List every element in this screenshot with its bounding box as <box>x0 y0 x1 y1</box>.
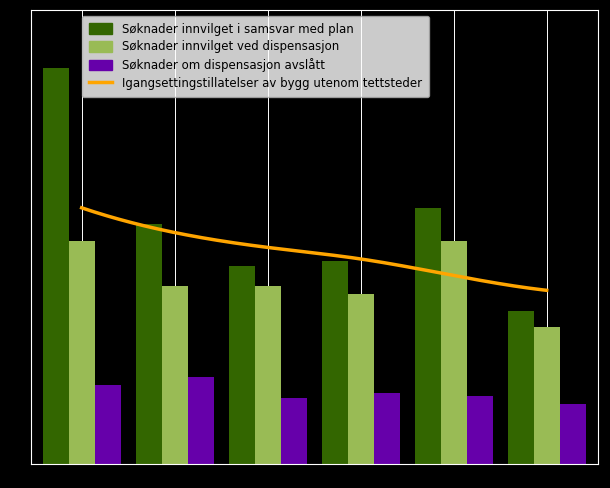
Bar <box>95 385 121 464</box>
Bar <box>69 241 95 464</box>
Bar <box>348 294 374 464</box>
Bar <box>188 377 214 464</box>
Bar <box>135 224 162 464</box>
Bar <box>162 286 188 464</box>
Bar <box>440 241 467 464</box>
Legend: Søknader innvilget i samsvar med plan, Søknader innvilget ved dispensasjon, Søkn: Søknader innvilget i samsvar med plan, S… <box>82 16 429 97</box>
Bar <box>534 327 559 464</box>
Bar <box>415 208 440 464</box>
Bar <box>559 404 586 464</box>
Bar <box>467 396 493 464</box>
Bar <box>374 393 400 464</box>
Bar <box>43 67 69 464</box>
Bar <box>254 286 281 464</box>
Bar <box>229 265 254 464</box>
Bar <box>281 398 307 464</box>
Bar <box>508 311 534 464</box>
Bar <box>321 262 348 464</box>
